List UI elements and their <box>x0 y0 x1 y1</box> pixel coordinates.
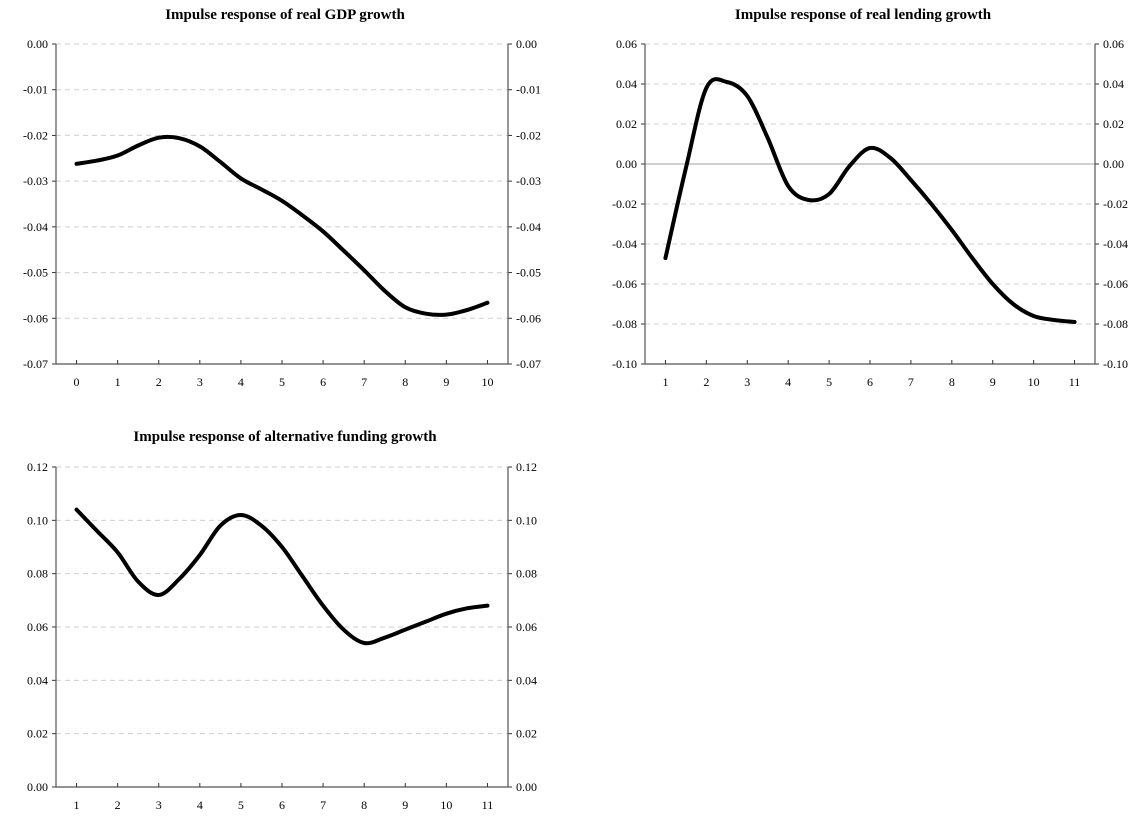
y-tick-label-left: -0.06 <box>23 311 48 325</box>
x-tick-label: 9 <box>402 798 408 812</box>
x-tick-label: 10 <box>1028 375 1040 389</box>
y-tick-label-left: -0.06 <box>612 277 637 291</box>
x-tick-label: 7 <box>361 375 367 389</box>
x-tick-label: 3 <box>156 798 162 812</box>
x-tick-label: 10 <box>440 798 452 812</box>
y-tick-label-left: 0.02 <box>616 117 637 131</box>
y-tick-label-right: -0.01 <box>516 83 541 97</box>
x-tick-label: 2 <box>115 798 121 812</box>
x-tick-label: 0 <box>74 375 80 389</box>
x-tick-label: 4 <box>238 375 244 389</box>
chart-title: Impulse response of real lending growth <box>734 7 992 23</box>
y-tick-label-left: 0.12 <box>27 460 48 474</box>
y-tick-label-left: 0.06 <box>616 37 637 51</box>
x-tick-label: 3 <box>197 375 203 389</box>
y-tick-label-right: 0.10 <box>516 513 537 527</box>
x-tick-label: 2 <box>156 375 162 389</box>
y-tick-label-right: 0.02 <box>516 727 537 741</box>
x-tick-label: 3 <box>744 375 750 389</box>
y-tick-label-left: 0.06 <box>27 620 48 634</box>
x-tick-label: 4 <box>197 798 203 812</box>
y-tick-label-right: -0.04 <box>1103 237 1128 251</box>
y-tick-label-right: 0.04 <box>516 673 537 687</box>
y-tick-label-left: 0.00 <box>27 780 48 794</box>
chart-real-lending-growth: Impulse response of real lending growth … <box>578 0 1148 400</box>
y-tick-label-left: 0.08 <box>27 567 48 581</box>
x-tick-label: 6 <box>867 375 873 389</box>
y-tick-label-left: 0.04 <box>616 77 637 91</box>
x-tick-label: 9 <box>990 375 996 389</box>
y-tick-label-right: -0.06 <box>1103 277 1128 291</box>
x-tick-label: 1 <box>115 375 121 389</box>
y-tick-label-left: 0.00 <box>27 37 48 51</box>
y-tick-label-right: -0.02 <box>516 128 541 142</box>
x-tick-label: 11 <box>482 798 494 812</box>
series-line-0 <box>74 507 490 646</box>
y-tick-label-left: -0.02 <box>612 197 637 211</box>
y-tick-label-left: -0.08 <box>612 317 637 331</box>
y-tick-label-left: -0.01 <box>23 83 48 97</box>
x-tick-label: 5 <box>279 375 285 389</box>
series-line-0 <box>663 77 1077 324</box>
y-tick-label-left: -0.05 <box>23 266 48 280</box>
x-tick-label: 4 <box>785 375 791 389</box>
x-tick-label: 6 <box>279 798 285 812</box>
y-tick-label-left: -0.07 <box>23 357 48 371</box>
y-tick-label-right: 0.00 <box>1103 157 1124 171</box>
x-tick-label: 11 <box>1069 375 1081 389</box>
y-tick-label-right: 0.00 <box>516 37 537 51</box>
x-tick-label: 5 <box>238 798 244 812</box>
x-tick-label: 7 <box>320 798 326 812</box>
y-tick-label-right: -0.06 <box>516 311 541 325</box>
x-tick-label: 7 <box>908 375 914 389</box>
chart-title: Impulse response of alternative funding … <box>133 429 437 445</box>
y-tick-label-right: -0.04 <box>516 220 541 234</box>
y-tick-label-left: -0.04 <box>23 220 48 234</box>
series-line-0 <box>74 134 490 317</box>
y-tick-label-right: -0.03 <box>516 174 541 188</box>
chart-plot-svg: 0.00 0.00 -0.01 -0.01 -0.02 -0.02 -0.03 -0.03 -0… <box>23 37 541 389</box>
y-tick-label-right: -0.02 <box>1103 197 1128 211</box>
y-tick-label-right: 0.08 <box>516 567 537 581</box>
y-tick-label-left: -0.10 <box>612 357 637 371</box>
y-tick-label-right: -0.08 <box>1103 317 1128 331</box>
x-tick-label: 8 <box>949 375 955 389</box>
chart-alternative-funding-growth: Impulse response of alternative funding … <box>0 420 570 818</box>
y-tick-label-right: -0.07 <box>516 357 541 371</box>
x-tick-label: 2 <box>703 375 709 389</box>
x-tick-label: 1 <box>74 798 80 812</box>
y-tick-label-right: 0.06 <box>1103 37 1124 51</box>
y-tick-label-right: 0.00 <box>516 780 537 794</box>
y-tick-label-left: -0.02 <box>23 128 48 142</box>
y-tick-label-right: 0.12 <box>516 460 537 474</box>
x-tick-label: 8 <box>361 798 367 812</box>
chart-plot-svg: 0.06 0.06 0.04 0.04 0.02 0.02 0.00 0.00 -0.02 -0.… <box>612 37 1128 389</box>
x-tick-label: 9 <box>443 375 449 389</box>
y-tick-label-left: 0.02 <box>27 727 48 741</box>
y-tick-label-right: -0.10 <box>1103 357 1128 371</box>
x-tick-label: 8 <box>402 375 408 389</box>
y-tick-label-right: 0.04 <box>1103 77 1124 91</box>
x-tick-label: 5 <box>826 375 832 389</box>
y-tick-label-left: -0.03 <box>23 174 48 188</box>
chart-title: Impulse response of real GDP growth <box>165 7 405 23</box>
y-tick-label-right: 0.02 <box>1103 117 1124 131</box>
y-tick-label-left: 0.04 <box>27 673 48 687</box>
chart-plot-svg: 0.12 0.12 0.10 0.10 0.08 0.08 0.06 0.06 0.04 0.04… <box>27 460 537 812</box>
chart-real-gdp-growth: Impulse response of real GDP growth 0.00… <box>0 0 570 400</box>
x-tick-label: 10 <box>481 375 493 389</box>
x-tick-label: 6 <box>320 375 326 389</box>
y-tick-label-right: -0.05 <box>516 266 541 280</box>
y-tick-label-left: -0.04 <box>612 237 637 251</box>
y-tick-label-left: 0.00 <box>616 157 637 171</box>
x-tick-label: 1 <box>662 375 668 389</box>
y-tick-label-left: 0.10 <box>27 513 48 527</box>
y-tick-label-right: 0.06 <box>516 620 537 634</box>
